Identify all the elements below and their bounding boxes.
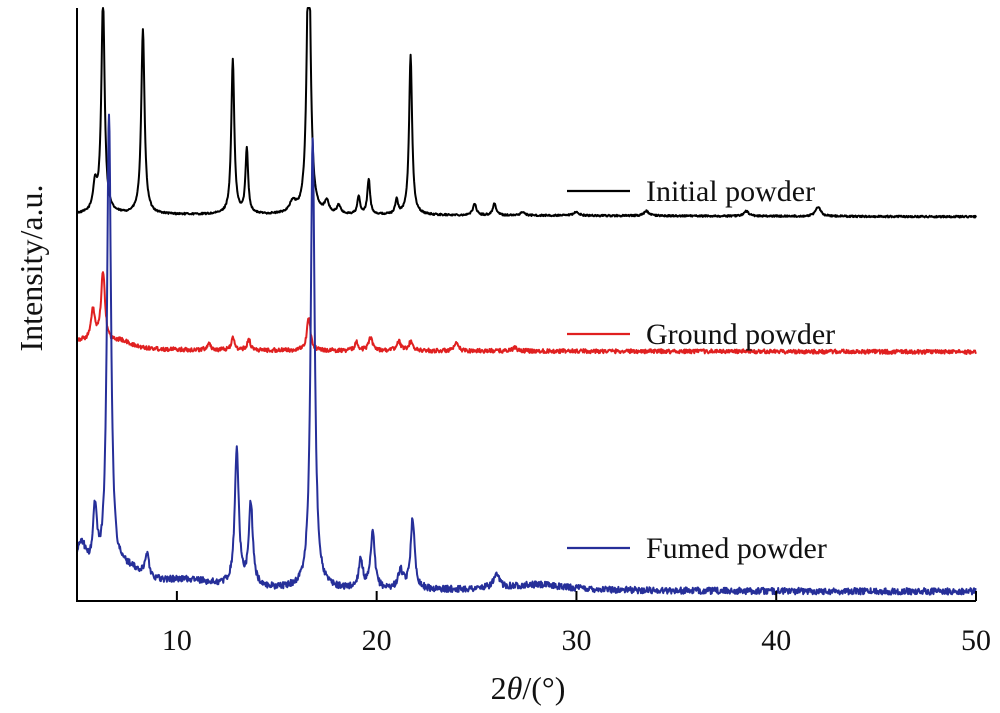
x-axis-title: 2θ/(°) — [491, 670, 566, 706]
x-tick-label: 30 — [561, 624, 591, 657]
legend-item-ground: Ground powder — [567, 318, 835, 351]
x-tick-label: 10 — [162, 624, 192, 657]
series-line-fumed-powder — [76, 113, 977, 596]
x-axis-title-suffix: /(°) — [522, 670, 565, 706]
series-lines — [76, 7, 977, 596]
series-line-initial-powder — [76, 7, 977, 219]
x-tick-group: 10 20 30 40 50 — [162, 591, 991, 657]
x-tick-label: 50 — [961, 624, 991, 657]
legend-item-fumed: Fumed powder — [567, 532, 827, 565]
y-axis-title: Intensity/a.u. — [13, 184, 49, 351]
x-tick-label: 20 — [362, 624, 392, 657]
legend-label-fumed: Fumed powder — [646, 532, 827, 565]
series-line-ground-powder — [76, 271, 977, 355]
legend-label-ground: Ground powder — [646, 318, 835, 351]
legend-label-initial: Initial powder — [646, 175, 815, 208]
x-axis-title-theta: θ — [507, 670, 523, 706]
legend-item-initial: Initial powder — [567, 175, 815, 208]
legend: Initial powder Ground powder Fumed powde… — [567, 175, 835, 565]
x-axis-title-prefix: 2 — [491, 670, 507, 706]
x-tick-label: 40 — [761, 624, 791, 657]
